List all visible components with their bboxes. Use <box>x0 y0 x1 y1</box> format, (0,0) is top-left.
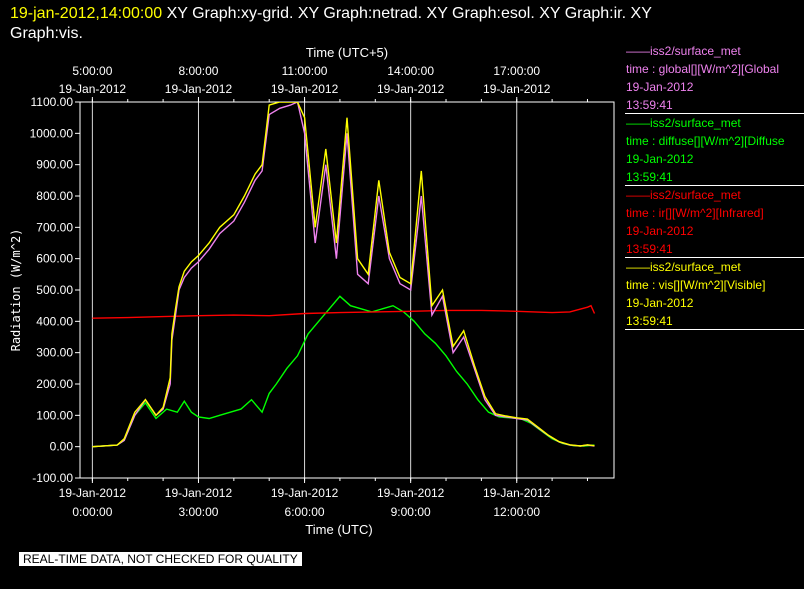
legend-separator <box>625 185 804 186</box>
y-tick-label: 1000.00 <box>30 126 74 140</box>
x2-tick-label-time: 5:00:00 <box>72 64 112 78</box>
legend-entry-source: ——iss2/surface_met <box>626 44 741 58</box>
y-tick-label: 0.00 <box>50 440 74 454</box>
x-axis-top: 5:00:00 19-Jan-2012 8:00:00 19-Jan-2012 11:0… <box>59 64 588 102</box>
y-axis: -100.00 0.00 100.00 200.00 300.00 400.00 500.0… <box>30 95 80 485</box>
x-tick-label-time: 12:00:00 <box>493 505 540 519</box>
quality-warning: REAL-TIME DATA, NOT CHECKED FOR QUALITY <box>19 552 302 566</box>
x-axis-bottom: 19-Jan-2012 0:00:00 19-Jan-2012 3:00:00 19-J… <box>59 478 588 519</box>
legend-entry-variable: time : diffuse[][W/m^2][Diffuse <box>626 134 785 148</box>
legend-entry-time: 13:59:41 <box>626 98 673 112</box>
x2-tick-label-time: 14:00:00 <box>387 64 434 78</box>
legend-separator <box>625 113 804 114</box>
header-graph-list: XY Graph:xy-grid. XY Graph:netrad. XY Gr… <box>162 5 652 22</box>
legend-entry-date: 19-Jan-2012 <box>626 80 694 94</box>
y-tick-label: 400.00 <box>36 314 73 328</box>
x2-tick-label-date: 19-Jan-2012 <box>271 82 339 96</box>
y-tick-label: 500.00 <box>36 283 73 297</box>
window-title: 19-jan-2012,14:00:00 XY Graph:xy-grid. X… <box>10 4 652 24</box>
y-tick-label: 600.00 <box>36 252 73 266</box>
x-axis-label: Time (UTC) <box>305 522 372 537</box>
legend-entry-variable: time : ir[][W/m^2][Infrared] <box>626 206 764 220</box>
x-tick-label-time: 3:00:00 <box>178 505 218 519</box>
x-tick-label-time: 9:00:00 <box>391 505 431 519</box>
y-tick-label: 1100.00 <box>31 95 74 109</box>
legend-entry-date: 19-Jan-2012 <box>626 152 694 166</box>
x-tick-label-date: 19-Jan-2012 <box>377 486 445 500</box>
x-tick-label-date: 19-Jan-2012 <box>271 486 339 500</box>
x2-axis-label: Time (UTC+5) <box>306 45 388 60</box>
legend-entry-date: 19-Jan-2012 <box>626 296 694 310</box>
series-line <box>92 102 595 448</box>
y-tick-label: 300.00 <box>36 346 73 360</box>
plot-area <box>79 101 615 479</box>
x-tick-label-time: 6:00:00 <box>285 505 325 519</box>
y-tick-label: 800.00 <box>36 189 73 203</box>
x-tick-label-date: 19-Jan-2012 <box>59 486 127 500</box>
legend-entry-source: ——iss2/surface_met <box>626 188 741 202</box>
x-tick-label-date: 19-Jan-2012 <box>165 486 233 500</box>
series-line <box>92 102 595 448</box>
legend-entry-source: ——iss2/surface_met <box>626 260 741 274</box>
legend-entry-variable: time : global[][W/m^2][Global <box>626 62 780 76</box>
x2-tick-label-date: 19-Jan-2012 <box>483 82 551 96</box>
legend-separator <box>625 257 804 258</box>
x2-tick-label-time: 17:00:00 <box>493 64 540 78</box>
legend-entry-date: 19-Jan-2012 <box>626 224 694 238</box>
series-line <box>92 304 596 319</box>
series-lines <box>92 102 596 448</box>
y-tick-label: -100.00 <box>32 471 73 485</box>
y-axis-label: Radiation (W/m^2) <box>9 229 23 352</box>
y-tick-label: 700.00 <box>36 220 73 234</box>
y-tick-label: 900.00 <box>36 158 73 172</box>
legend-separator <box>625 329 804 330</box>
legend-entry-variable: time : vis[][W/m^2][Visible] <box>626 278 766 292</box>
header-timestamp: 19-jan-2012,14:00:00 <box>10 5 163 22</box>
x2-tick-label-date: 19-Jan-2012 <box>165 82 233 96</box>
window-title-continued: Graph:vis. <box>10 24 83 44</box>
x2-tick-label-date: 19-Jan-2012 <box>59 82 127 96</box>
x2-tick-label-date: 19-Jan-2012 <box>377 82 445 96</box>
x-tick-label-time: 0:00:00 <box>72 505 112 519</box>
legend-entry-time: 13:59:41 <box>626 242 673 256</box>
x2-tick-label-time: 8:00:00 <box>178 64 218 78</box>
legend-entry-time: 13:59:41 <box>626 314 673 328</box>
legend-entry-time: 13:59:41 <box>626 170 673 184</box>
x2-tick-label-time: 11:00:00 <box>282 64 328 78</box>
y-tick-label: 200.00 <box>36 377 73 391</box>
y-tick-label: 100.00 <box>36 408 73 422</box>
legend-entry-source: ——iss2/surface_met <box>626 116 741 130</box>
header-graph-list-continued: Graph:vis. <box>10 25 83 42</box>
x-tick-label-date: 19-Jan-2012 <box>483 486 551 500</box>
